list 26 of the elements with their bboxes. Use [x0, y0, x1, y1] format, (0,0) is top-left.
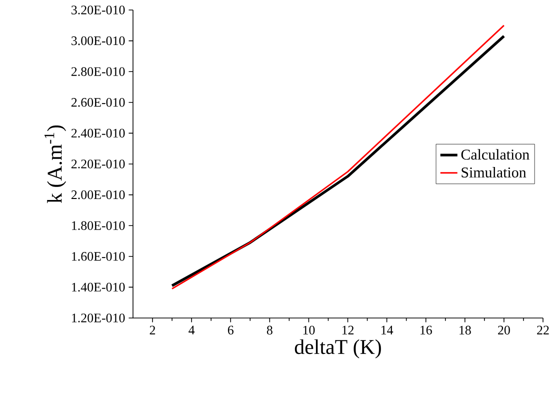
x-tick-label: 14	[381, 326, 394, 334]
x-tick-label: 20	[498, 326, 510, 335]
y-tick-label: 2.40E-010	[71, 128, 125, 138]
y-axis-title: k (A.m$^{-1}$)	[44, 125, 66, 204]
x-tick-label: 8	[266, 326, 272, 335]
y-tick-label: 1.40E-010	[72, 282, 125, 292]
x-tick-label: 2	[150, 326, 156, 334]
y-tick-label: 3.00E-010	[72, 36, 125, 46]
y-tick-label: 2.60E-010	[71, 98, 125, 107]
legend-label: Calculation	[461, 149, 530, 160]
x-tick-label: 12	[342, 326, 354, 334]
y-tick-label: 3.20E-010	[72, 6, 125, 14]
x-tick-label: 22	[537, 326, 549, 334]
x-tick-label: 10	[303, 326, 315, 335]
y-tick-label: 1.20E-010	[72, 314, 125, 322]
legend-label: Simulation	[462, 167, 526, 178]
y-tick-label: 2.80E-010	[71, 67, 125, 76]
y-tick-label: 2.20E-010	[71, 160, 125, 168]
x-tick-label: 4	[188, 326, 195, 334]
y-tick-label: 1.60E-010	[72, 252, 125, 261]
x-tick-label: 6	[228, 326, 234, 334]
x-axis-title: deltaT (K)	[294, 339, 381, 358]
x-tick-label: 18	[460, 326, 471, 335]
y-tick-label: 1.80E-010	[72, 221, 125, 230]
x-tick-label: 16	[420, 326, 432, 334]
y-tick-label: 2.00E-010	[71, 190, 125, 200]
